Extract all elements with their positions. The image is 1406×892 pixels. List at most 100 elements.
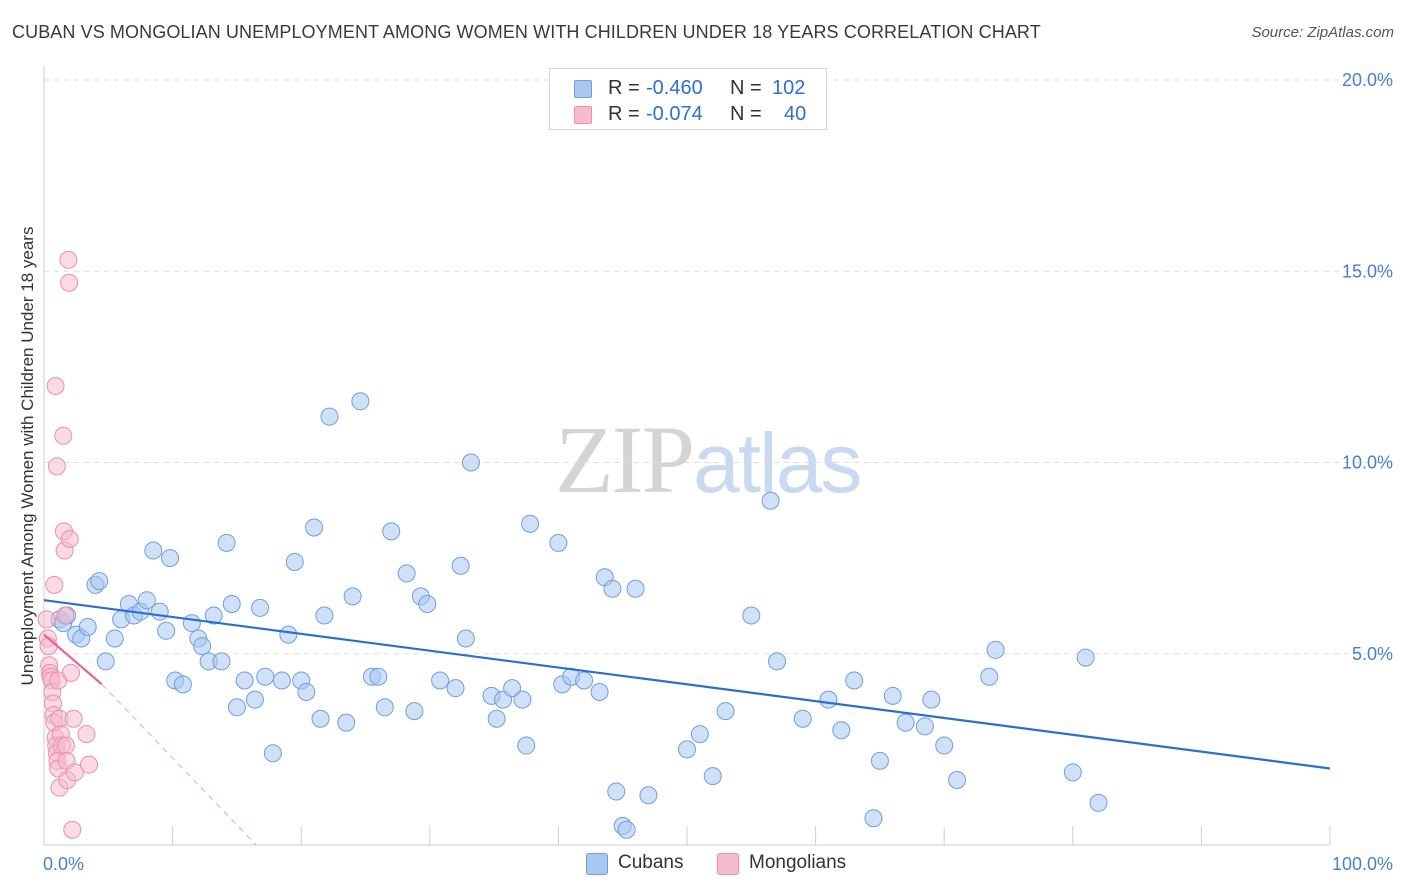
cubans-point (305, 518, 324, 537)
legend-row-cubans: R = -0.460 N = 102 (550, 77, 826, 101)
cubans-point (517, 736, 536, 755)
cubans-point (986, 640, 1005, 659)
source-label: Source: ZipAtlas.com (1251, 24, 1394, 41)
y-tick-label: 10.0% (1342, 453, 1393, 473)
cubans-point (315, 606, 334, 625)
cubans-point (703, 767, 722, 786)
legend-r-label: R = (608, 77, 640, 99)
mongolians-point (60, 530, 79, 548)
mongolians-point (65, 763, 84, 782)
cubans-point (575, 671, 594, 690)
cubans-point (285, 552, 304, 571)
mongolians-point (37, 610, 56, 629)
cubans-point (235, 671, 254, 690)
cubans-point (639, 786, 658, 805)
cubans-point (487, 709, 506, 728)
mongolians-trend-extension (101, 684, 257, 846)
cubans-point (212, 652, 231, 671)
mongolians-point (64, 709, 83, 728)
cubans-point (144, 541, 163, 560)
mongolians-point (59, 250, 78, 269)
mongolians-trend (101, 684, 257, 846)
cubans-point (626, 579, 645, 598)
cubans-point (337, 713, 356, 732)
cubans-point (251, 598, 270, 617)
legend-n-label: N = (730, 103, 762, 125)
mongolians-point (77, 725, 96, 744)
legend-r-value: -0.074 (646, 103, 703, 125)
cubans-point (351, 392, 370, 411)
cubans-point (864, 809, 883, 828)
cubans-trend-line (43, 599, 1331, 770)
cubans-point (461, 453, 480, 472)
legend-row-mongolians: R = -0.074 N = 40 (550, 103, 826, 127)
cubans-point (870, 751, 889, 770)
mongolians-point (39, 637, 58, 656)
cubans-point (217, 533, 236, 552)
cubans-point (227, 698, 246, 717)
cubans-swatch (574, 80, 592, 98)
cubans-point (297, 683, 316, 701)
cubans-point (90, 572, 109, 591)
cubans-point (157, 621, 176, 640)
cubans-point (716, 702, 735, 721)
cubans-point (513, 690, 532, 709)
mongolians-point (56, 606, 75, 625)
cubans-point (793, 709, 812, 728)
cubans-point (204, 606, 223, 625)
cubans-point (446, 679, 465, 698)
cubans-point (263, 744, 282, 763)
cubans-point (768, 652, 787, 671)
mongolians-swatch (574, 106, 592, 124)
cubans-point (375, 698, 394, 717)
cubans-point (137, 591, 156, 610)
cubans-point (819, 690, 838, 709)
cubans-point (549, 533, 568, 552)
cubans-point (521, 514, 540, 533)
cubans-point (1076, 648, 1095, 667)
chart-title: CUBAN VS MONGOLIAN UNEMPLOYMENT AMONG WO… (12, 22, 1041, 42)
mongolians-point (47, 457, 66, 476)
cubans-point (678, 740, 696, 759)
legend-n-value: 40 (784, 103, 807, 125)
legend-n-label: N = (730, 77, 762, 99)
cubans-point (272, 671, 291, 690)
mongolians-point (54, 426, 73, 445)
mongolians-swatch (717, 853, 739, 875)
mongolians-trend-line (43, 633, 103, 686)
x-tick-label: 0.0% (43, 854, 84, 874)
cubans-point (456, 629, 475, 648)
cubans-point (161, 549, 180, 568)
cubans-point (78, 617, 97, 636)
tick-labels: 5.0% 10.0% 15.0% 20.0% 0.0% 100.0% (43, 70, 1393, 874)
cubans-point (418, 595, 437, 614)
mongolians-point (60, 273, 79, 292)
watermark-zip: ZIP (555, 406, 695, 513)
cubans-point (832, 721, 851, 740)
mongolians-label: Mongolians (749, 852, 847, 873)
cubans-point (935, 736, 954, 755)
cubans-point (845, 671, 864, 690)
cubans-point (382, 522, 401, 541)
cubans-point (193, 637, 212, 656)
x-tick-label: 100.0% (1332, 854, 1393, 874)
cubans-point (245, 690, 264, 709)
cubans-point (451, 556, 470, 575)
mongolians-point (63, 820, 82, 839)
cubans-point (980, 667, 999, 686)
cubans-point (311, 709, 330, 728)
y-tick-label: 20.0% (1342, 70, 1393, 90)
cubans-point (96, 652, 115, 671)
points (37, 250, 1108, 839)
cubans-point (320, 407, 339, 426)
legend-item-cubans: Cubans (586, 852, 696, 876)
cubans-point (222, 595, 241, 614)
y-tick-label: 5.0% (1352, 644, 1393, 664)
cubans-point (256, 667, 275, 686)
cubans-point (948, 770, 967, 789)
cubans-point (883, 686, 902, 705)
cubans-point (896, 713, 915, 732)
cubans-point (431, 671, 450, 690)
cubans-point (150, 602, 169, 621)
